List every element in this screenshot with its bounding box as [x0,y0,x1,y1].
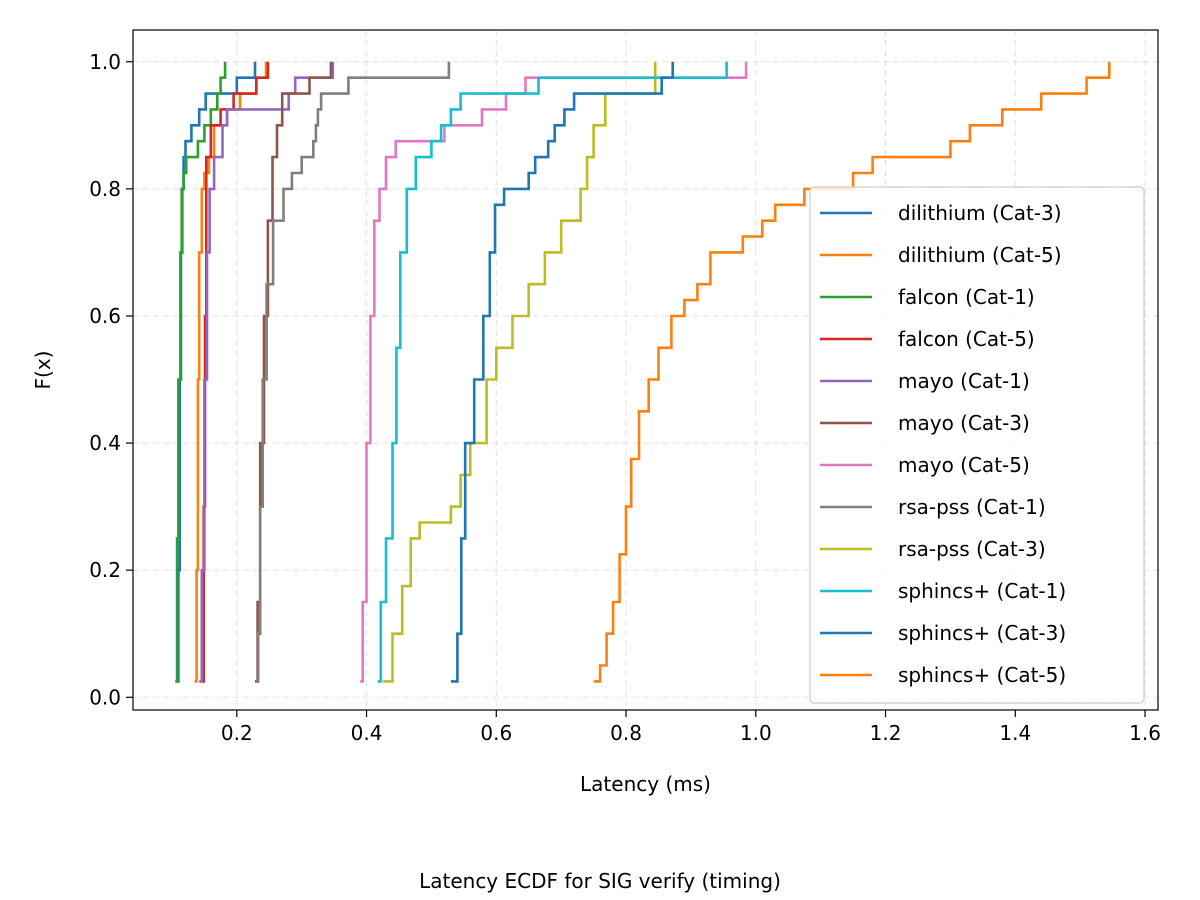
y-tick-label: 0.6 [89,304,121,328]
y-tick-label: 0.4 [89,431,121,455]
x-tick-label: 0.4 [351,721,383,745]
x-tick-label: 1.2 [870,721,902,745]
legend-entry: sphincs+ (Cat-1) [898,579,1066,603]
y-tick-label: 0.8 [89,177,121,201]
y-tick-label: 0.2 [89,558,121,582]
legend: dilithium (Cat-3) dilithium (Cat-5) falcon… [809,186,1145,704]
legend-entry: mayo (Cat-5) [898,453,1030,477]
series-line-sphincs-cat-1- [377,61,728,683]
legend-entry: rsa-pss (Cat-3) [898,537,1046,561]
legend-entry: sphincs+ (Cat-5) [898,663,1066,687]
series-line-falcon-cat-5- [202,61,270,683]
y-tick-label: 0.0 [89,685,121,709]
series-line-mayo-cat-5- [360,61,748,683]
series-line-falcon-cat-1- [175,61,227,683]
y-axis-ticks: 0.0 0.2 0.4 0.6 0.8 1.0 [89,50,133,709]
x-tick-label: 1.4 [999,721,1031,745]
legend-entry: falcon (Cat-5) [898,327,1035,351]
series-line-rsa-pss-cat-3- [382,61,657,683]
y-tick-label: 1.0 [89,50,121,74]
y-axis-label: F(x) [31,351,55,390]
legend-entry: mayo (Cat-3) [898,411,1030,435]
series-lines [175,61,1111,683]
series-line-rsa-pss-cat-1- [256,61,451,683]
legend-box [809,186,1145,704]
x-tick-label: 1.6 [1129,721,1161,745]
series-line-sphincs-cat-3- [450,61,674,683]
chart-caption: Latency ECDF for SIG verify (timing) [419,869,781,893]
series-line-sphincs-cat-5- [593,61,1111,683]
legend-entry: rsa-pss (Cat-1) [898,495,1046,519]
legend-entry: sphincs+ (Cat-3) [898,621,1066,645]
x-tick-label: 0.6 [480,721,512,745]
x-tick-label: 0.2 [221,721,253,745]
series-line-dilithium-cat-3- [177,61,257,683]
x-tick-label: 1.0 [740,721,772,745]
legend-entry: dilithium (Cat-5) [898,243,1062,267]
legend-entry: falcon (Cat-1) [898,285,1035,309]
plot-area-frame [132,29,1159,711]
legend-entry: dilithium (Cat-3) [898,201,1062,225]
x-axis-ticks: 0.2 0.4 0.6 0.8 1.0 1.2 1.4 1.6 [221,710,1161,745]
x-tick-label: 0.8 [610,721,642,745]
x-axis-label: Latency (ms) [580,772,711,796]
legend-entry: mayo (Cat-1) [898,369,1030,393]
